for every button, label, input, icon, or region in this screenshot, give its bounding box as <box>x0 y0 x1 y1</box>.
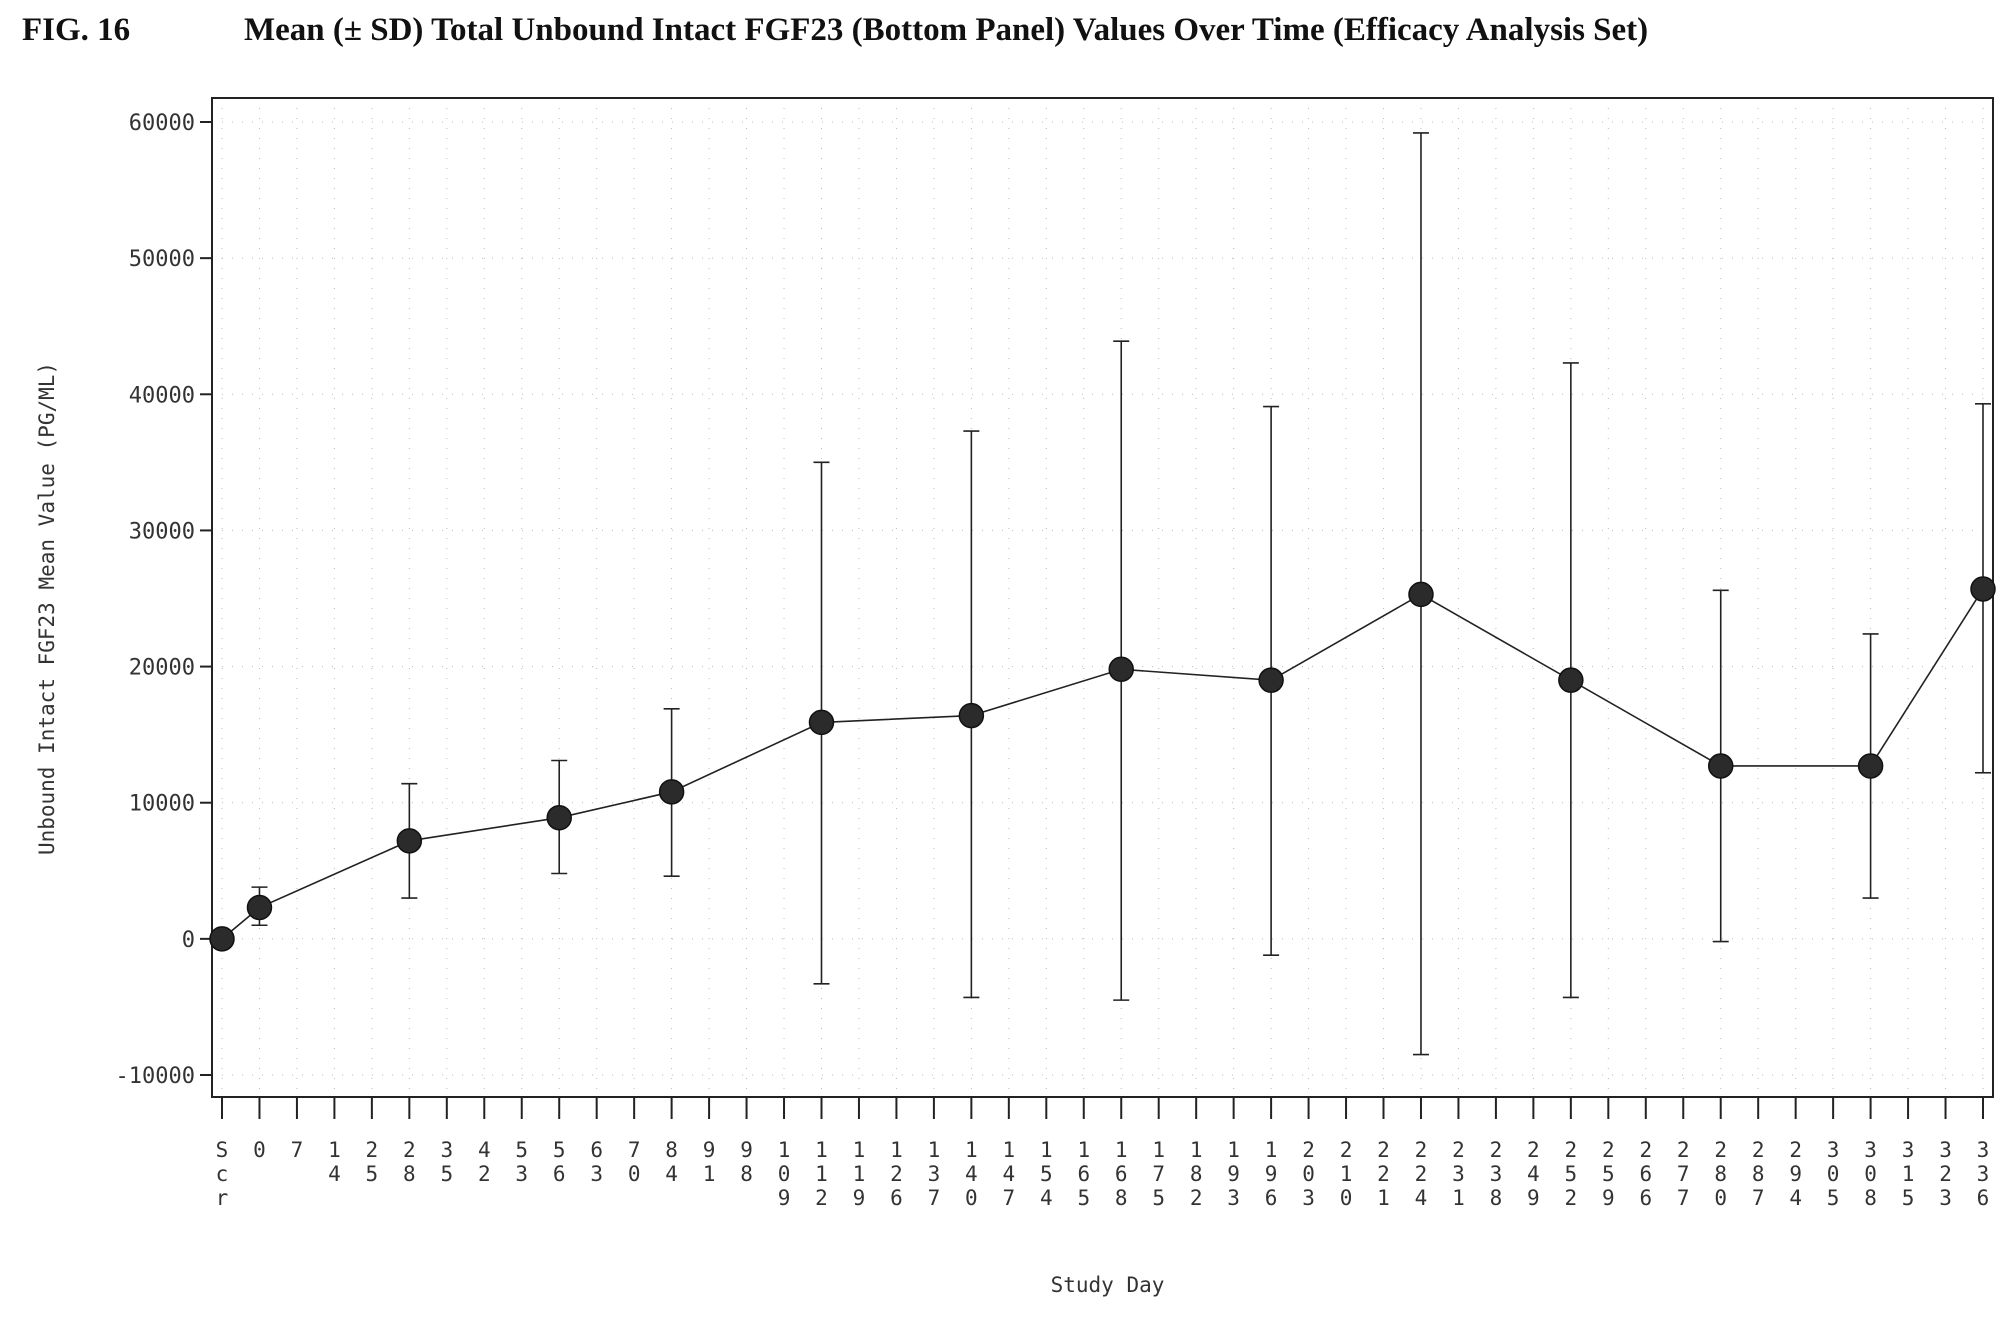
data-point <box>1707 753 1734 779</box>
data-point <box>246 894 273 921</box>
y-tick-label: 10000 <box>129 792 195 817</box>
grid <box>212 98 1993 1097</box>
x-tick-label: 7 <box>291 1138 304 1162</box>
data-point <box>658 779 685 805</box>
data-point <box>1857 753 1884 779</box>
figure-label: FIG. 16 <box>22 12 131 48</box>
series <box>209 132 1996 1056</box>
figure-title: Mean (± SD) Total Unbound Intact FGF23 (… <box>244 12 1649 48</box>
data-point <box>396 828 423 854</box>
data-point <box>1558 667 1584 693</box>
data-point <box>1408 581 1434 608</box>
data-point <box>1108 656 1134 683</box>
data-point <box>1970 576 1996 602</box>
x-tick-label: 0 <box>253 1138 266 1162</box>
data-point <box>808 709 835 736</box>
x-axis-label: Study Day <box>1051 1273 1165 1297</box>
plot-frame <box>211 97 1994 1098</box>
y-tick-label: -10000 <box>116 1064 195 1089</box>
data-point <box>209 926 235 952</box>
y-tick-label: 40000 <box>129 383 195 408</box>
y-tick-label: 60000 <box>129 111 195 136</box>
y-tick-label: 50000 <box>129 247 195 272</box>
y-tick-label: 0 <box>182 928 195 953</box>
data-point <box>1258 667 1284 693</box>
y-tick-label: 20000 <box>129 656 195 681</box>
data-point <box>546 804 572 831</box>
data-point <box>958 702 985 729</box>
y-tick-label: 30000 <box>129 519 195 544</box>
mean-line <box>221 588 1984 940</box>
y-axis-label: Unbound Intact FGF23 Mean Value (PG/ML) <box>35 362 59 855</box>
y-axis: -10000 0 10000 20000 30000 40000 50000 60000 <box>116 111 212 1089</box>
